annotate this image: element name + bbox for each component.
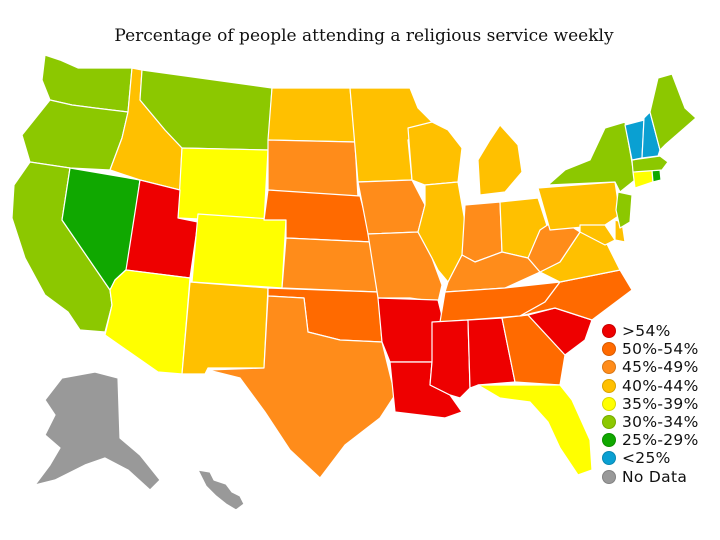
legend-swatch [602, 378, 616, 393]
legend-swatch [602, 360, 616, 375]
legend-item: 25%-29% [602, 431, 699, 449]
legend-item: 45%-49% [602, 358, 699, 376]
state-kansas: Kansas [281, 237, 379, 293]
legend-label: 50%-54% [622, 340, 699, 359]
state-wyoming: Wyoming [177, 147, 269, 223]
state-north-carolina: North Carolina [519, 269, 633, 321]
state-new-mexico: New Mexico [181, 281, 269, 375]
state-maine: Maine [649, 73, 697, 151]
map-title: Percentage of people attending a religio… [114, 26, 614, 46]
state-alaska: Alaska [34, 371, 161, 491]
legend-item: 50%-54% [602, 340, 699, 358]
state-mississippi: Mississippi [429, 319, 471, 399]
legend-swatch [602, 396, 616, 411]
legend-item: 40%-44% [602, 377, 699, 395]
legend-swatch [602, 342, 616, 357]
state-rhode-island: Rhode Island [651, 169, 662, 183]
state-arizona: Arizona [104, 269, 191, 375]
state-alabama: Alabama [467, 317, 516, 389]
legend-label: >54% [622, 322, 671, 341]
legend-item: 30%-34% [602, 413, 699, 431]
state-new-hampshire: New Hampshire [641, 111, 661, 159]
legend-swatch [602, 469, 616, 484]
legend-label: <25% [622, 449, 671, 468]
state-south-dakota: South Dakota [267, 139, 359, 199]
state-illinois: Illinois [417, 181, 466, 283]
state-new-jersey: New Jersey [615, 191, 633, 229]
legend-label: 40%-44% [622, 376, 699, 395]
legend-swatch [602, 433, 616, 448]
legend-swatch [602, 451, 616, 466]
state-new-york: New York [547, 121, 636, 193]
state-florida: Florida [477, 384, 593, 476]
legend-swatch [602, 324, 616, 339]
legend-item: >54% [602, 322, 699, 340]
state-wisconsin: Wisconsin [407, 121, 463, 186]
legend: >54% 50%-54% 45%-49% 40%-44% 35%-39% 30%-34% 2… [602, 322, 699, 486]
state-texas: Texas [207, 295, 396, 479]
state-colorado: Colorado [191, 213, 287, 289]
legend-item: 35%-39% [602, 395, 699, 413]
state-iowa: Iowa [357, 179, 426, 235]
legend-item: No Data [602, 468, 699, 486]
legend-item: <25% [602, 449, 699, 467]
state-pennsylvania: Pennsylvania [537, 181, 621, 231]
state-oregon: Oregon [21, 99, 129, 171]
legend-label: 25%-29% [622, 431, 699, 450]
state-maryland: Maryland [579, 224, 616, 246]
state-connecticut: Connecticut [632, 169, 654, 189]
legend-label: 45%-49% [622, 358, 699, 377]
legend-swatch [602, 415, 616, 430]
state-indiana: Indiana [461, 201, 503, 263]
legend-label: 30%-34% [622, 413, 699, 432]
legend-label: No Data [622, 467, 688, 486]
state-hawaii: Hawaii [197, 469, 245, 511]
state-north-dakota: North Dakota [267, 87, 356, 143]
state-michigan: Michigan [477, 124, 523, 196]
legend-label: 35%-39% [622, 394, 699, 413]
